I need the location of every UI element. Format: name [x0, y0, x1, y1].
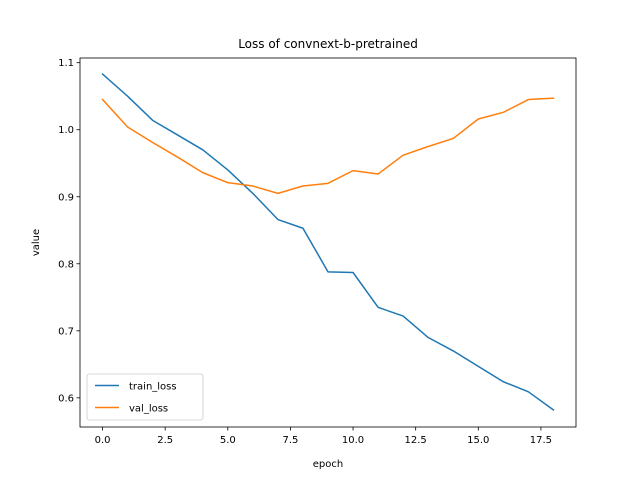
y-tick-label: 0.6 [58, 393, 74, 404]
legend-label-train_loss: train_loss [129, 382, 177, 393]
series-line-train_loss [101, 73, 555, 411]
series-line-val_loss [101, 97, 555, 195]
plot-area [80, 58, 576, 427]
x-tick-label: 12.5 [405, 435, 427, 446]
series-layer [101, 73, 555, 411]
plot-background [80, 58, 576, 427]
x-tick-label: 5.0 [220, 435, 236, 446]
y-tick-label: 0.9 [58, 192, 74, 203]
y-axis-title: value [31, 229, 42, 256]
x-tick-label: 7.5 [282, 435, 298, 446]
axes-frame [79, 57, 577, 428]
y-tick-label: 0.7 [58, 326, 74, 337]
y-tick-label: 1.0 [58, 125, 74, 136]
y-tick-label: 0.8 [58, 259, 74, 270]
y-tick-label: 1.1 [58, 58, 74, 69]
x-tick-label: 10.0 [342, 435, 364, 446]
chart-title: Loss of convnext-b-pretrained [238, 37, 418, 51]
x-axis-title: epoch [313, 459, 343, 470]
x-tick-label: 0.0 [95, 435, 111, 446]
legend-label-val_loss: val_loss [129, 404, 168, 415]
axes-layer: 0.0 2.5 5.0 7.5 10.0 12.5 15.0 17.5 0.6 0.7 0.8 0.9… [58, 57, 577, 446]
x-tick-label: 2.5 [157, 435, 173, 446]
x-tick-label: 15.0 [467, 435, 489, 446]
legend: train_loss val_loss [86, 373, 204, 421]
x-tick-label: 17.5 [530, 435, 552, 446]
